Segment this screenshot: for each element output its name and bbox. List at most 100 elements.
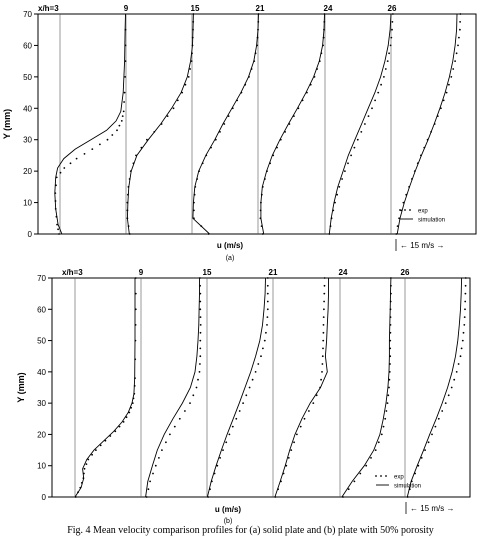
exp-point xyxy=(126,209,129,212)
exp-point xyxy=(323,300,325,303)
exp-point xyxy=(193,201,195,204)
exp-point xyxy=(269,162,271,165)
exp-point xyxy=(160,123,163,125)
exp-point xyxy=(377,441,380,444)
exp-point xyxy=(277,488,279,491)
exp-point xyxy=(464,284,467,287)
exp-point xyxy=(191,36,194,39)
exp-point xyxy=(453,378,456,381)
exp-point xyxy=(130,406,133,409)
exp-point xyxy=(389,355,392,358)
exp-point xyxy=(207,496,210,498)
exp-point xyxy=(85,463,88,465)
exp-point xyxy=(260,201,262,204)
exp-point xyxy=(54,208,57,210)
exp-point xyxy=(408,186,410,188)
exp-point xyxy=(457,363,460,365)
exp-point xyxy=(165,441,167,444)
exp-point xyxy=(199,277,201,279)
exp-point xyxy=(79,486,82,489)
exp-point xyxy=(417,464,420,467)
exp-point xyxy=(254,52,257,55)
exp-point xyxy=(445,91,448,94)
exp-point xyxy=(374,99,376,102)
exp-point xyxy=(318,60,321,62)
exp-point xyxy=(55,215,58,218)
exp-point xyxy=(413,170,416,173)
exp-point xyxy=(198,170,201,173)
exp-point xyxy=(391,28,393,31)
exp-point xyxy=(176,99,179,102)
y-tick-label: 10 xyxy=(23,199,32,208)
exp-point xyxy=(341,178,343,180)
exp-point xyxy=(322,36,325,39)
exp-point xyxy=(309,83,312,86)
exp-point xyxy=(132,162,135,165)
y-tick-label: 50 xyxy=(23,73,32,82)
exp-point xyxy=(321,371,323,373)
exp-point xyxy=(342,496,344,498)
exp-point xyxy=(181,91,184,94)
exp-point xyxy=(59,171,62,174)
exp-point xyxy=(441,410,444,412)
station-label: 9 xyxy=(124,4,129,13)
exp-point xyxy=(256,36,259,39)
exp-point xyxy=(127,225,130,228)
exp-point xyxy=(114,430,117,433)
exp-point xyxy=(389,339,392,342)
exp-point xyxy=(127,193,129,196)
exp-point xyxy=(192,394,195,397)
exp-point xyxy=(389,347,392,350)
exp-point xyxy=(266,308,269,311)
exp-point xyxy=(454,60,456,62)
exp-point xyxy=(263,339,266,342)
exp-point xyxy=(128,178,131,180)
exp-point xyxy=(257,13,260,15)
exp-point xyxy=(323,277,326,279)
exp-point xyxy=(353,146,356,149)
exp-point xyxy=(459,21,461,23)
exp-point xyxy=(261,186,264,188)
exp-point xyxy=(135,154,137,157)
plot-frame xyxy=(51,277,471,498)
legend-exp-marker xyxy=(380,475,382,477)
exp-point xyxy=(353,480,356,483)
exp-point xyxy=(411,178,413,180)
exp-point xyxy=(198,371,201,373)
exp-point xyxy=(431,433,433,436)
simulation-line-5 xyxy=(341,277,392,498)
y-tick-label: 40 xyxy=(37,368,46,377)
exp-point xyxy=(350,154,352,157)
exp-point xyxy=(290,449,293,451)
exp-point xyxy=(389,300,392,303)
exp-point xyxy=(127,186,130,188)
exp-point xyxy=(406,496,409,498)
exp-point xyxy=(323,292,326,295)
exp-point xyxy=(54,192,57,195)
legend-exp-label: exp xyxy=(418,209,428,215)
exp-point xyxy=(458,36,460,39)
exp-point xyxy=(455,52,458,55)
exp-point xyxy=(306,91,308,94)
exp-point xyxy=(266,292,269,295)
exp-point xyxy=(459,13,462,15)
exp-point xyxy=(191,44,194,47)
exp-point xyxy=(390,292,392,295)
exp-point xyxy=(390,277,392,279)
exp-point xyxy=(228,433,231,436)
station-label: 24 xyxy=(324,4,333,13)
legend-exp-marker xyxy=(399,209,401,211)
exp-point xyxy=(320,52,323,55)
exp-point xyxy=(123,101,125,103)
exp-point xyxy=(133,385,136,387)
exp-point xyxy=(447,394,450,397)
exp-point xyxy=(248,386,251,389)
exp-point xyxy=(201,162,204,165)
station-label: 9 xyxy=(139,268,144,277)
exp-point xyxy=(455,371,458,373)
exp-point xyxy=(462,331,465,334)
exp-point xyxy=(194,186,197,188)
exp-point xyxy=(134,377,136,379)
exp-point xyxy=(149,480,152,483)
exp-point xyxy=(250,68,253,70)
